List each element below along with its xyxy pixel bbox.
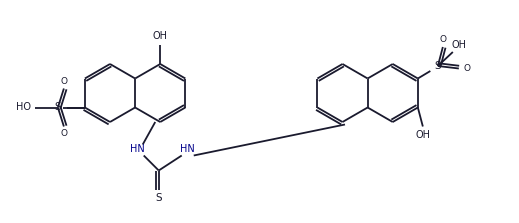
Text: HO: HO — [17, 103, 31, 112]
Text: O: O — [60, 77, 67, 86]
Text: OH: OH — [415, 130, 430, 140]
Text: HN: HN — [181, 145, 195, 155]
Text: HN: HN — [130, 145, 145, 155]
Text: O: O — [440, 35, 446, 45]
Text: O: O — [60, 129, 67, 138]
Text: S: S — [434, 61, 441, 71]
Text: S: S — [54, 103, 61, 112]
Text: OH: OH — [153, 31, 168, 41]
Text: O: O — [463, 64, 470, 73]
Text: S: S — [155, 193, 162, 203]
Text: OH: OH — [452, 40, 467, 50]
